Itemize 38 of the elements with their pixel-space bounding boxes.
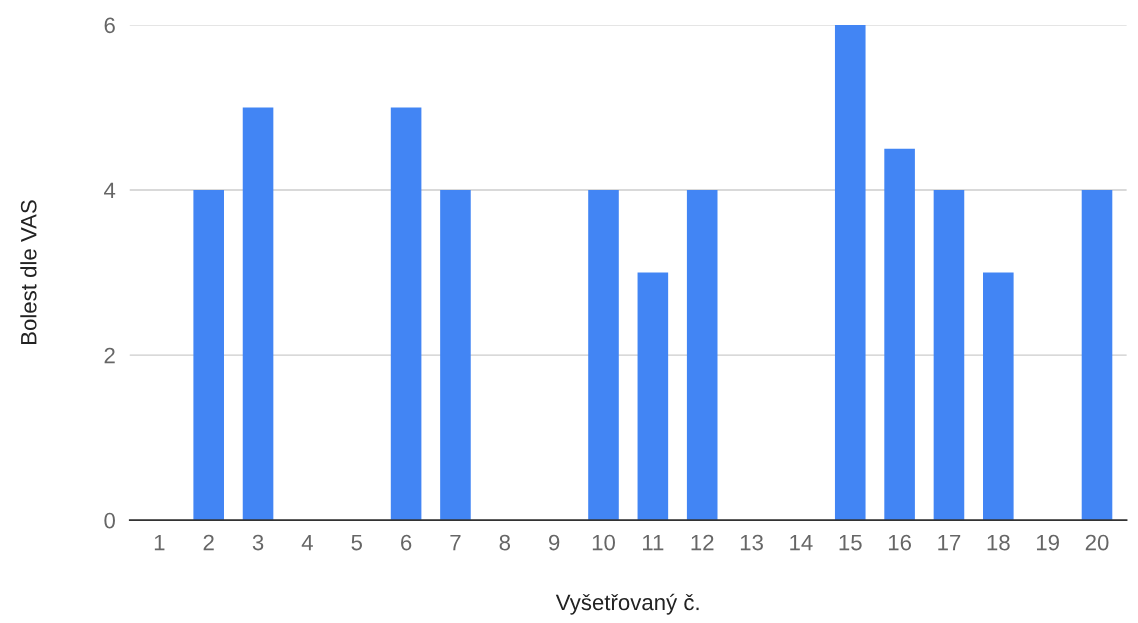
bar <box>193 190 224 521</box>
y-tick-label: 0 <box>104 512 115 529</box>
x-axis-title: Vyšetřovaný č. <box>555 593 699 615</box>
y-tick-label: 6 <box>104 17 115 34</box>
bar <box>884 148 915 521</box>
bar <box>983 272 1014 521</box>
y-tick-label: 2 <box>104 347 115 364</box>
x-tick-label: 3 <box>252 534 264 551</box>
bar <box>933 190 965 521</box>
x-tick-label: 20 <box>1085 534 1109 551</box>
x-tick-label: 1 <box>154 534 165 551</box>
x-tick-label: 2 <box>203 534 214 551</box>
bar <box>637 272 669 521</box>
y-tick-label: 4 <box>104 182 116 199</box>
x-tick-label: 7 <box>450 534 461 551</box>
x-tick-label: 8 <box>499 534 511 551</box>
bar <box>588 190 619 521</box>
x-tick-label: 12 <box>691 534 714 551</box>
bar <box>1081 190 1113 521</box>
bar <box>686 190 718 521</box>
bar <box>440 190 471 521</box>
bar <box>834 24 866 521</box>
x-tick-label: 19 <box>1037 534 1059 551</box>
bar <box>242 107 274 521</box>
x-tick-label: 18 <box>987 534 1010 551</box>
x-tick-label: 5 <box>351 534 362 551</box>
x-tick-label: 9 <box>549 534 560 551</box>
x-tick-label: 10 <box>592 534 615 551</box>
x-tick-label: 4 <box>301 534 313 551</box>
x-tick-label: 17 <box>938 534 961 551</box>
x-tick-label: 6 <box>401 534 412 551</box>
x-tick-label: 14 <box>790 534 813 551</box>
x-tick-label: 13 <box>740 534 763 551</box>
x-tick-label: 15 <box>839 534 862 551</box>
y-axis-title: Bolest dle VAS <box>20 200 37 345</box>
bar <box>390 107 422 521</box>
x-tick-label: 11 <box>643 534 664 551</box>
x-tick-label: 16 <box>888 534 911 551</box>
